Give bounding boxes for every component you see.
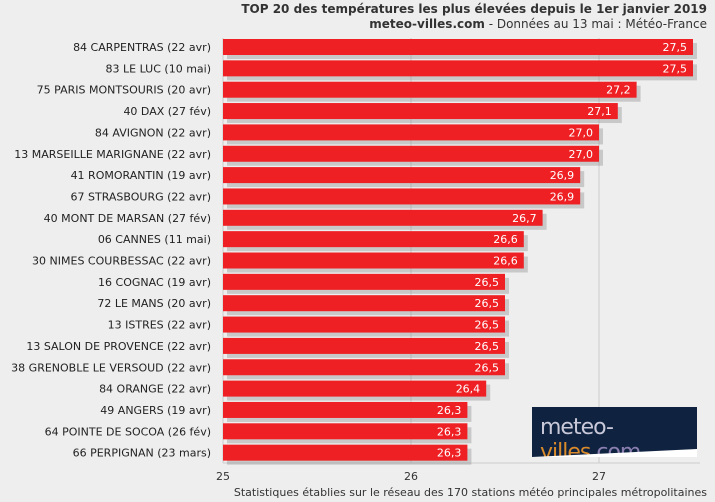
value-label: 26,3 bbox=[437, 447, 462, 460]
source: - Données au 13 mai : Météo-France bbox=[484, 17, 707, 31]
value-label: 27,5 bbox=[663, 41, 688, 54]
value-label: 27,0 bbox=[569, 148, 594, 161]
bar bbox=[223, 60, 693, 77]
value-label: 26,3 bbox=[437, 425, 462, 438]
category-label: 41 ROMORANTIN (19 avr) bbox=[71, 169, 211, 182]
category-label: 40 MONT DE MARSAN (27 fév) bbox=[44, 212, 211, 225]
category-label: 67 STRASBOURG (22 avr) bbox=[71, 190, 211, 203]
bar bbox=[223, 231, 524, 248]
bar bbox=[223, 124, 599, 141]
meteo-villes-logo: meteo-villes.com bbox=[532, 407, 697, 457]
bar bbox=[223, 337, 505, 354]
category-label: 40 DAX (27 fév) bbox=[123, 105, 211, 118]
category-label: 84 ORANGE (22 avr) bbox=[99, 383, 211, 396]
value-label: 26,9 bbox=[550, 169, 575, 182]
category-label: 49 ANGERS (19 avr) bbox=[100, 404, 211, 417]
category-label: 38 GRENOBLE LE VERSOUD (22 avr) bbox=[11, 361, 211, 374]
value-label: 26,5 bbox=[475, 276, 500, 289]
value-label: 27,0 bbox=[569, 126, 594, 139]
bar bbox=[223, 103, 618, 120]
category-label: 64 POINTE DE SOCOA (26 fév) bbox=[45, 425, 211, 438]
value-label: 26,6 bbox=[493, 233, 518, 246]
bar bbox=[223, 359, 505, 376]
value-label: 26,7 bbox=[512, 212, 537, 225]
x-tick-label: 26 bbox=[404, 470, 418, 483]
bar bbox=[223, 81, 637, 98]
category-label: 13 ISTRES (22 avr) bbox=[108, 319, 211, 332]
value-label: 26,3 bbox=[437, 404, 462, 417]
value-label: 26,9 bbox=[550, 190, 575, 203]
category-label: 83 LE LUC (10 mai) bbox=[106, 62, 211, 75]
x-tick-label: 25 bbox=[216, 470, 230, 483]
bar bbox=[223, 316, 505, 333]
category-label: 66 PERPIGNAN (23 mars) bbox=[73, 447, 211, 460]
footnote: Statistiques établies sur le réseau des … bbox=[233, 486, 707, 499]
value-label: 26,4 bbox=[456, 383, 481, 396]
bar bbox=[223, 401, 468, 418]
category-label: 13 MARSEILLE MARIGNANE (22 avr) bbox=[14, 148, 211, 161]
bar bbox=[223, 209, 543, 226]
value-label: 26,5 bbox=[475, 361, 500, 374]
chart-subtitle: meteo-villes.com - Données au 13 mai : M… bbox=[369, 17, 707, 31]
value-label: 26,5 bbox=[475, 297, 500, 310]
category-label: 84 CARPENTRAS (22 avr) bbox=[73, 41, 211, 54]
category-label: 75 PARIS MONTSOURIS (20 avr) bbox=[37, 84, 211, 97]
x-tick-label: 27 bbox=[592, 470, 606, 483]
brand: meteo-villes.com bbox=[369, 17, 485, 31]
value-label: 26,5 bbox=[475, 319, 500, 332]
bar bbox=[223, 188, 581, 205]
value-label: 26,6 bbox=[493, 255, 518, 268]
category-label: 06 CANNES (11 mai) bbox=[98, 233, 211, 246]
bar bbox=[223, 273, 505, 290]
bar bbox=[223, 380, 487, 397]
bar bbox=[223, 145, 599, 162]
category-label: 72 LE MANS (20 avr) bbox=[97, 297, 211, 310]
bar bbox=[223, 295, 505, 312]
bar bbox=[223, 167, 581, 184]
bar bbox=[223, 444, 468, 461]
bar bbox=[223, 39, 693, 55]
category-label: 30 NIMES COURBESSAC (22 avr) bbox=[32, 255, 211, 268]
chart-title: TOP 20 des températures les plus élevées… bbox=[241, 2, 707, 16]
category-label: 16 COGNAC (19 avr) bbox=[98, 276, 211, 289]
bar bbox=[223, 423, 468, 440]
value-label: 26,5 bbox=[475, 340, 500, 353]
value-label: 27,2 bbox=[606, 84, 631, 97]
category-label: 84 AVIGNON (22 avr) bbox=[95, 126, 211, 139]
bar bbox=[223, 252, 524, 269]
value-label: 27,5 bbox=[663, 62, 688, 75]
value-label: 27,1 bbox=[587, 105, 612, 118]
category-label: 13 SALON DE PROVENCE (22 avr) bbox=[26, 340, 211, 353]
